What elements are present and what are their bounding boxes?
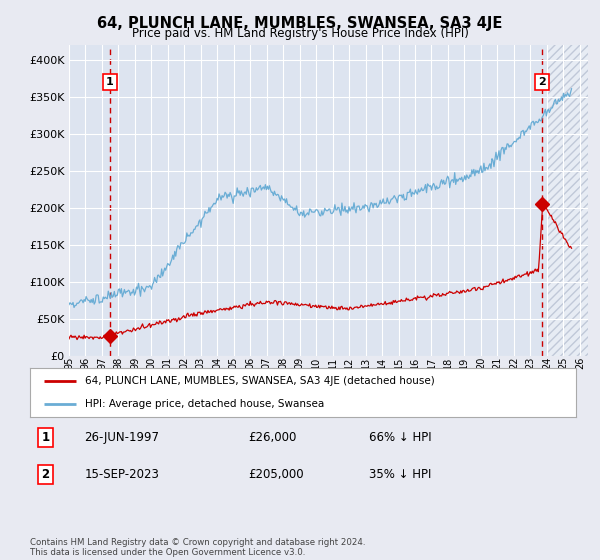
Bar [547, 45, 588, 356]
Text: 66% ↓ HPI: 66% ↓ HPI [368, 431, 431, 444]
Text: 2: 2 [41, 468, 49, 481]
Text: 1: 1 [106, 77, 114, 87]
Text: 2: 2 [538, 77, 546, 87]
Bar [547, 45, 588, 356]
Text: HPI: Average price, detached house, Swansea: HPI: Average price, detached house, Swan… [85, 399, 324, 409]
Text: Price paid vs. HM Land Registry's House Price Index (HPI): Price paid vs. HM Land Registry's House … [131, 27, 469, 40]
Text: 15-SEP-2023: 15-SEP-2023 [85, 468, 160, 481]
Text: Contains HM Land Registry data © Crown copyright and database right 2024.
This d: Contains HM Land Registry data © Crown c… [30, 538, 365, 557]
Text: 64, PLUNCH LANE, MUMBLES, SWANSEA, SA3 4JE (detached house): 64, PLUNCH LANE, MUMBLES, SWANSEA, SA3 4… [85, 376, 434, 386]
Text: 64, PLUNCH LANE, MUMBLES, SWANSEA, SA3 4JE: 64, PLUNCH LANE, MUMBLES, SWANSEA, SA3 4… [97, 16, 503, 31]
Text: £26,000: £26,000 [248, 431, 297, 444]
Text: 35% ↓ HPI: 35% ↓ HPI [368, 468, 431, 481]
Text: 1: 1 [41, 431, 49, 444]
Text: £205,000: £205,000 [248, 468, 304, 481]
Text: 26-JUN-1997: 26-JUN-1997 [85, 431, 160, 444]
